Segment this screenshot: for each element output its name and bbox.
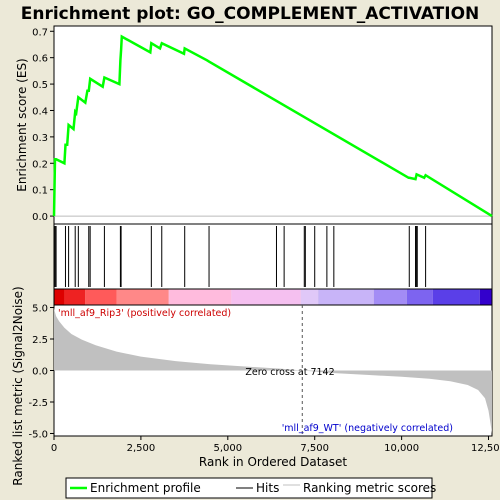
es-y-tick-label: 0.1 bbox=[32, 186, 48, 197]
es-y-tick-label: 0.7 bbox=[32, 27, 48, 38]
hits-panel bbox=[53, 223, 493, 290]
hits-plot-area bbox=[53, 223, 493, 290]
legend: Enrichment profile Hits Ranking metric s… bbox=[65, 477, 436, 499]
hit-marks bbox=[53, 226, 427, 287]
metric-y-tick-label: -5.0 bbox=[28, 429, 48, 440]
x-axis-label: Rank in Ordered Dataset bbox=[199, 455, 347, 469]
metric-y-tick-label: -2.5 bbox=[28, 398, 48, 409]
metric-y-tick-label: 5.0 bbox=[32, 304, 48, 315]
heat-bar-segment bbox=[300, 289, 319, 305]
heat-bar-segment bbox=[54, 289, 65, 305]
positive-correlation-label: 'mll_af9_Rip3' (positively correlated) bbox=[58, 308, 231, 319]
heat-bar-segment bbox=[85, 289, 117, 305]
legend-metric-label: Ranking metric scores bbox=[303, 481, 436, 495]
ranked-metric-panel: 5.0 2.5 0.0 -2.5 -5.0 'mll_af9_Rip3' (positi… bbox=[11, 286, 493, 486]
x-tick-label: 7,500 bbox=[300, 443, 329, 454]
metric-y-tick-label: 0.0 bbox=[32, 367, 48, 378]
chart-title: Enrichment plot: GO_COMPLEMENT_ACTIVATIO… bbox=[21, 4, 480, 24]
heat-bar-segment bbox=[406, 289, 433, 305]
heat-bar-segment bbox=[318, 289, 374, 305]
negative-correlation-label: 'mll_af9_WT' (negatively correlated) bbox=[282, 423, 453, 434]
ranking-metric-area bbox=[54, 307, 492, 434]
legend-hits-label: Hits bbox=[256, 481, 279, 495]
es-y-tick-label: 0.6 bbox=[32, 54, 48, 65]
x-axis-ticks: 0 2,500 5,000 7,500 10,000 12,500 bbox=[51, 436, 500, 454]
x-tick-label: 12,500 bbox=[471, 443, 500, 454]
es-plot-area bbox=[53, 25, 493, 225]
x-tick-label: 5,000 bbox=[213, 443, 242, 454]
enrichment-score-panel: 0.0 0.1 0.2 0.3 0.4 0.5 0.6 0.7 Enrichment scor… bbox=[15, 25, 493, 225]
heat-bar-segment bbox=[116, 289, 169, 305]
metric-y-tick-label: 2.5 bbox=[32, 335, 48, 346]
heat-bar-segment bbox=[479, 289, 492, 305]
es-y-tick-label: 0.4 bbox=[32, 106, 48, 117]
x-tick-label: 2,500 bbox=[127, 443, 156, 454]
ranking-heat-bar bbox=[53, 288, 493, 306]
heat-bar-segment bbox=[432, 289, 480, 305]
es-y-tick-label: 0.0 bbox=[32, 212, 48, 223]
es-y-tick-label: 0.2 bbox=[32, 159, 48, 170]
x-tick-label: 10,000 bbox=[384, 443, 419, 454]
heat-bar-segment bbox=[231, 289, 301, 305]
es-y-tick-label: 0.5 bbox=[32, 80, 48, 91]
heat-bar-segment bbox=[64, 289, 86, 305]
heat-bar-segment bbox=[373, 289, 407, 305]
zero-cross-label: Zero cross at 7142 bbox=[245, 367, 334, 378]
legend-enrichment-label: Enrichment profile bbox=[90, 481, 201, 495]
metric-y-ticks: 5.0 2.5 0.0 -2.5 -5.0 bbox=[28, 304, 54, 440]
heat-bar-segment bbox=[168, 289, 232, 305]
metric-y-axis-label: Ranked list metric (Signal2Noise) bbox=[11, 286, 25, 485]
x-tick-label: 0 bbox=[51, 443, 57, 454]
es-y-axis-label: Enrichment score (ES) bbox=[15, 58, 29, 191]
enrichment-profile-line bbox=[52, 34, 493, 218]
es-y-tick-label: 0.3 bbox=[32, 133, 48, 144]
es-y-ticks: 0.0 0.1 0.2 0.3 0.4 0.5 0.6 0.7 bbox=[32, 27, 54, 223]
